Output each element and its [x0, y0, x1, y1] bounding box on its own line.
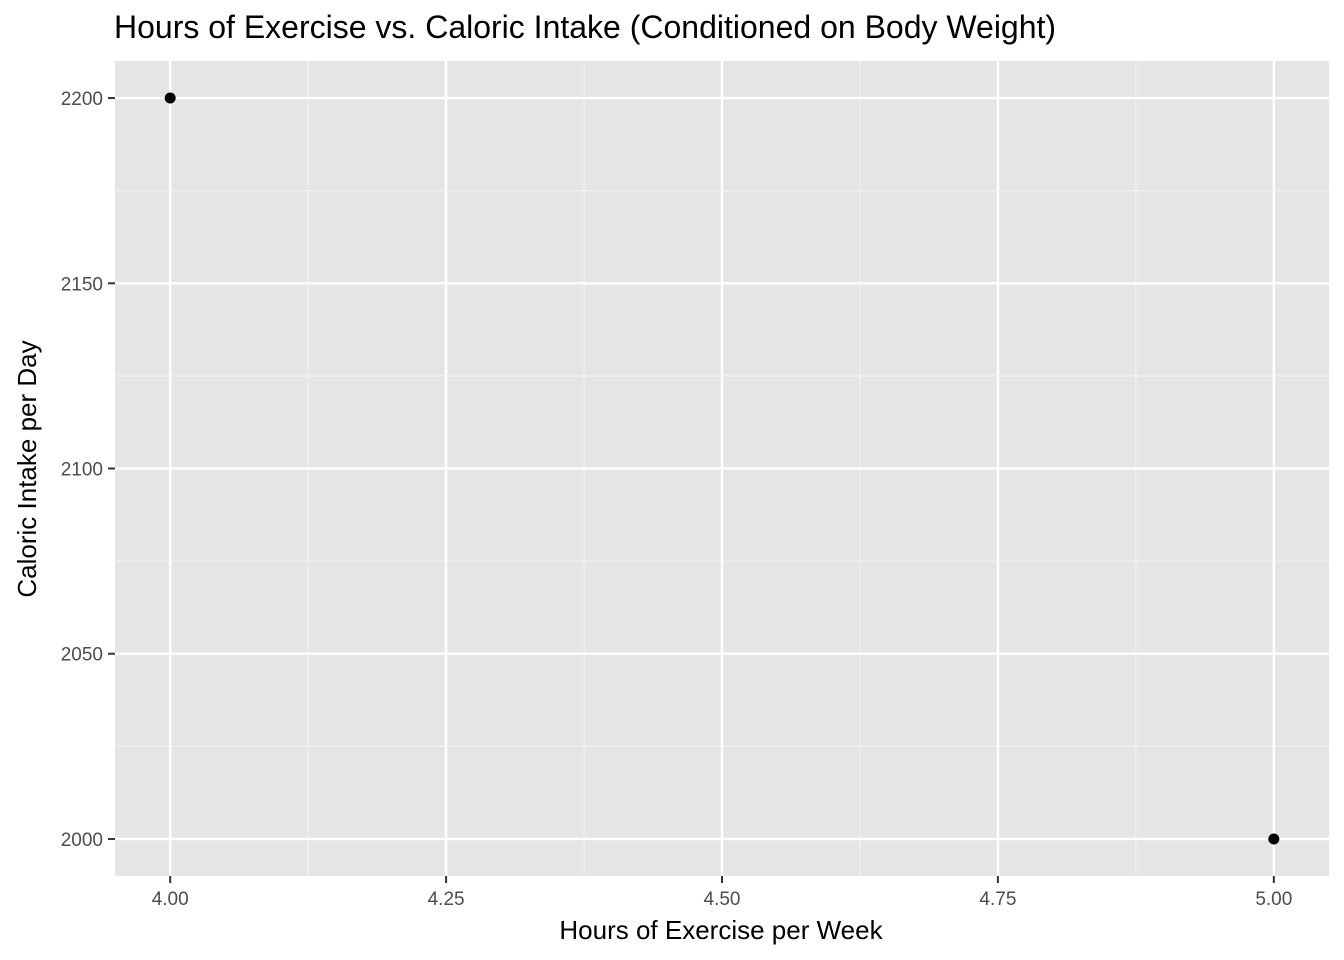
data-point: [1268, 833, 1280, 845]
x-tick-label: 4.00: [152, 889, 189, 910]
x-axis-title: Hours of Exercise per Week: [559, 915, 883, 945]
x-tick-label: 5.00: [1255, 889, 1292, 910]
data-point: [164, 92, 176, 104]
y-tick-label: 2100: [61, 460, 103, 481]
data-points: [164, 92, 1280, 845]
x-tick-label: 4.75: [979, 889, 1016, 910]
y-tick-label: 2000: [61, 830, 103, 851]
y-axis: 2000 2050 2100 2150 2200: [61, 89, 115, 851]
y-tick-label: 2150: [61, 274, 103, 295]
x-tick-label: 4.25: [428, 889, 465, 910]
x-axis: 4.00 4.25 4.50 4.75 5.00: [152, 876, 1292, 910]
major-gridlines: [115, 61, 1329, 876]
chart-title: Hours of Exercise vs. Caloric Intake (Co…: [114, 9, 1056, 45]
y-tick-label: 2050: [61, 645, 103, 666]
x-tick-label: 4.50: [704, 889, 741, 910]
y-tick-label: 2200: [61, 89, 103, 110]
y-axis-title: Caloric Intake per Day: [12, 340, 42, 597]
